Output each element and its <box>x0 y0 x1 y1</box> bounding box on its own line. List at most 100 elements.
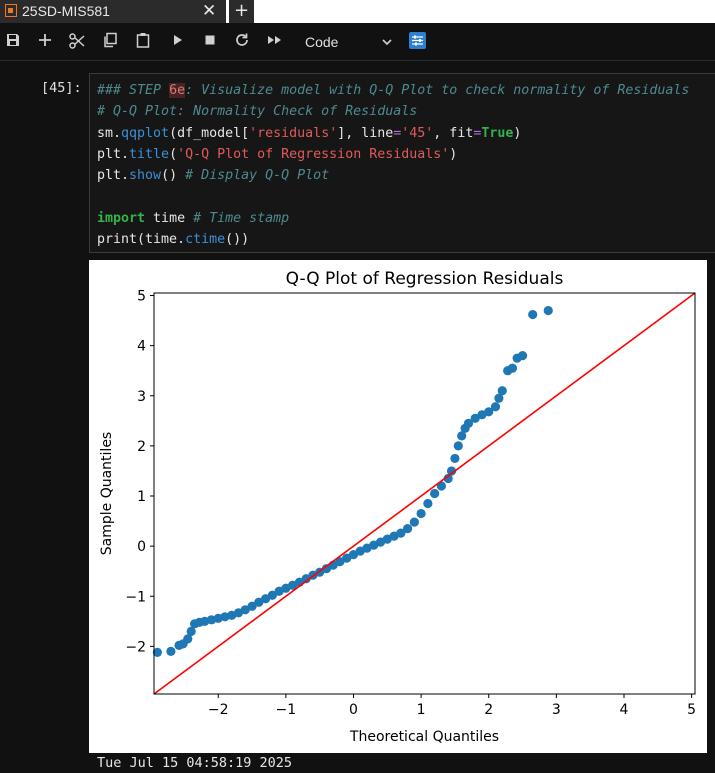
data-point <box>446 466 457 476</box>
notebook-tab[interactable]: 25SD-MIS581 ✕ <box>0 0 226 23</box>
code-token: qqplot <box>121 125 170 141</box>
settings-sliders-icon[interactable] <box>409 32 429 52</box>
restart-icon[interactable] <box>234 32 254 52</box>
code-line: plt.title('Q-Q Plot of Regression Residu… <box>97 144 689 165</box>
data-point <box>457 431 467 441</box>
data-point <box>423 498 433 509</box>
code-editor[interactable]: ### STEP 6e: Visualize model with Q-Q Pl… <box>97 80 689 250</box>
new-tab-button[interactable]: + <box>229 0 254 23</box>
cut-icon[interactable] <box>68 32 88 52</box>
y-tick-label: 5 <box>137 289 146 305</box>
code-cell[interactable]: ### STEP 6e: Visualize model with Q-Q Pl… <box>89 73 715 253</box>
code-token: , fit <box>433 125 474 141</box>
add-icon[interactable] <box>37 32 57 52</box>
code-token: ()) <box>225 232 250 248</box>
code-token: ) <box>449 146 458 162</box>
save-icon[interactable] <box>5 32 25 52</box>
data-point <box>443 473 453 484</box>
run-icon[interactable] <box>170 32 190 52</box>
code-token: sm. <box>97 125 122 141</box>
timestamp-output: Tue Jul 15 04:58:19 2025 <box>97 755 293 771</box>
x-tick-label: 3 <box>552 702 561 718</box>
x-axis-label: Theoretical Quantiles <box>349 729 499 745</box>
data-point <box>430 488 440 499</box>
code-token: ### STEP <box>97 83 170 98</box>
x-tick-label: 0 <box>349 702 358 718</box>
code-line: sm.qqplot(df_model['residuals'], line='4… <box>97 123 689 144</box>
code-line: ### STEP 6e: Visualize model with Q-Q Pl… <box>97 80 689 101</box>
data-point <box>543 305 553 316</box>
stop-icon[interactable] <box>202 32 222 52</box>
code-token: import <box>97 210 146 226</box>
paste-icon[interactable] <box>135 32 155 52</box>
data-point <box>494 393 504 403</box>
chart-title: Q-Q Plot of Regression Residuals <box>286 269 564 289</box>
data-point <box>166 646 176 656</box>
notebook-toolbar: Code <box>0 23 715 61</box>
data-point <box>183 634 193 644</box>
code-token: show <box>129 168 162 184</box>
data-point <box>267 590 277 600</box>
data-point <box>186 626 196 636</box>
x-tick-label: 4 <box>620 702 629 718</box>
code-line <box>97 186 689 207</box>
code-token: True <box>481 125 514 141</box>
data-point <box>254 597 264 607</box>
data-point <box>463 418 474 428</box>
plot-frame <box>153 292 696 695</box>
data-point <box>402 523 413 534</box>
data-point <box>450 453 460 464</box>
code-token: ) <box>513 125 522 141</box>
code-token: = <box>393 125 402 141</box>
data-point <box>247 601 257 611</box>
code-token: '45' <box>401 125 434 141</box>
code-token: 'Q-Q Plot of Regression Residuals' <box>177 146 450 162</box>
data-point <box>321 564 332 574</box>
qq-plot: Q-Q Plot of Regression Residuals −2 −1 0 1 2 3… <box>99 269 696 745</box>
code-token: () <box>161 168 186 184</box>
chevron-down-icon[interactable] <box>381 33 393 52</box>
code-line: plt.show() # Display Q-Q Plot <box>97 165 689 186</box>
data-point <box>490 402 501 412</box>
copy-icon[interactable] <box>102 32 122 52</box>
code-token: time <box>145 210 194 226</box>
code-token: ctime <box>185 232 226 248</box>
y-tick-label: 2 <box>137 439 146 455</box>
code-token: 'residuals' <box>249 125 338 141</box>
code-token: = <box>473 125 482 141</box>
y-tick-label: 1 <box>137 489 146 505</box>
close-icon[interactable]: ✕ <box>202 1 217 20</box>
data-point <box>409 517 419 527</box>
code-token: ], line <box>337 125 394 141</box>
code-token: title <box>129 146 170 162</box>
code-token: plt. <box>97 168 130 184</box>
data-point <box>348 550 359 560</box>
run-all-icon[interactable] <box>266 32 286 52</box>
y-tick-label: 4 <box>137 339 146 355</box>
y-tick-label: 0 <box>137 539 146 555</box>
plot-output: Q-Q Plot of Regression Residuals −2 −1 0 1 2 3… <box>89 260 707 753</box>
code-token: 6e <box>169 83 186 98</box>
code-token: # Display Q-Q Plot <box>185 168 330 184</box>
reference-line-45 <box>153 292 696 695</box>
cell-prompt: [45]: <box>41 80 82 96</box>
data-point <box>152 647 162 657</box>
x-tick-label: 2 <box>484 702 493 718</box>
data-point <box>470 413 480 423</box>
data-point <box>342 553 352 563</box>
y-tick-label: 3 <box>137 389 146 405</box>
data-point <box>240 605 250 615</box>
x-tick-label: −1 <box>276 702 297 718</box>
data-point <box>301 574 311 584</box>
code-token: plt. <box>97 146 130 162</box>
tab-title: 25SD-MIS581 <box>22 3 110 19</box>
data-point <box>416 508 426 519</box>
cell-type-select[interactable]: Code <box>305 34 339 50</box>
code-token: (df_model[ <box>169 125 250 141</box>
y-axis-label: Sample Quantiles <box>99 432 115 555</box>
code-token: ( <box>169 146 178 162</box>
data-point <box>335 557 345 567</box>
data-point <box>453 441 463 451</box>
code-line: # Q-Q Plot: Normality Check of Residuals <box>97 101 689 122</box>
data-point <box>528 309 538 320</box>
